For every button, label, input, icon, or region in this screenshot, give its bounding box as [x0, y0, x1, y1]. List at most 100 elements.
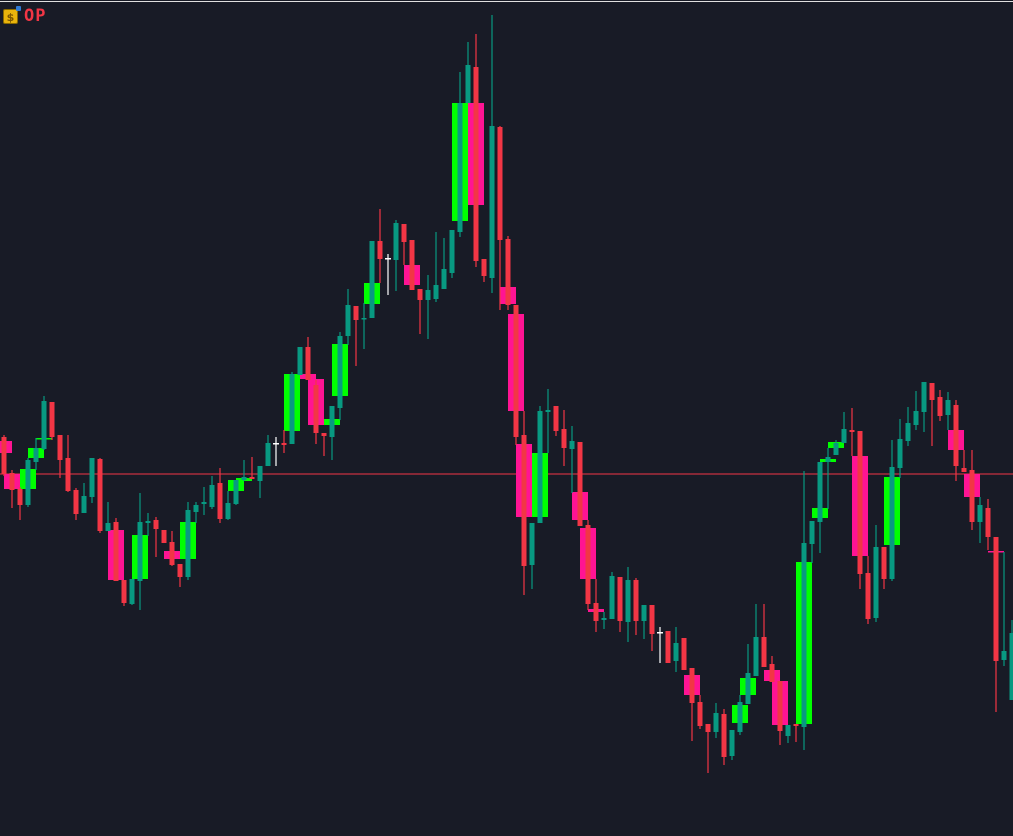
candle-bear — [249, 457, 255, 479]
candle-bull — [433, 232, 439, 302]
candle-bear — [553, 406, 559, 436]
candle-body — [673, 643, 679, 661]
candle-body — [961, 468, 967, 472]
candle-doji — [273, 437, 279, 466]
candle-body — [105, 523, 111, 531]
candle-bear — [97, 458, 103, 533]
candle-bear — [937, 390, 943, 421]
candle-body — [745, 673, 751, 704]
candle-body — [361, 318, 367, 320]
candle-bull — [945, 392, 951, 430]
candle-body — [545, 410, 551, 412]
candle-body — [305, 347, 311, 380]
candle-bull — [609, 572, 615, 619]
candle-bear — [281, 430, 287, 453]
candle-body — [793, 724, 799, 726]
candle-body — [929, 383, 935, 400]
candle-body — [145, 521, 151, 523]
candle-bear — [593, 579, 599, 632]
candle-body — [529, 523, 535, 565]
candle-bull — [289, 372, 295, 444]
candle-body — [321, 433, 327, 436]
candle-bull — [569, 426, 575, 493]
candle-body — [409, 240, 415, 290]
symbol-label: $ OP — [3, 5, 46, 26]
candle-body — [689, 668, 695, 703]
candle-bull — [785, 725, 791, 743]
candle-body — [953, 405, 959, 466]
candle-bear — [401, 224, 407, 265]
candle-body — [641, 605, 647, 621]
candle-body — [977, 505, 983, 522]
candle-bear — [793, 724, 799, 742]
candle-bull — [361, 303, 367, 349]
candle-body — [113, 522, 119, 581]
candle-bull — [185, 502, 191, 580]
candle-bear — [857, 431, 863, 589]
candle-body — [817, 462, 823, 522]
candle-body — [89, 458, 95, 497]
candle-bear — [9, 470, 15, 508]
candle-body — [825, 457, 831, 462]
candle-bull — [913, 391, 919, 430]
candle-body — [345, 305, 351, 336]
candle-body — [737, 702, 743, 732]
candle-doji — [657, 627, 663, 663]
candle-body — [609, 576, 615, 619]
candle-body — [705, 724, 711, 732]
candle-bull — [921, 382, 927, 432]
candle-bull — [257, 466, 263, 498]
candle-bull — [873, 525, 879, 622]
candle-bull — [625, 567, 631, 642]
candle-bear — [953, 400, 959, 481]
candle-bull — [129, 579, 135, 605]
candle-body — [289, 374, 295, 444]
candle-body — [753, 637, 759, 676]
candle-bear — [665, 631, 671, 663]
candle-body — [553, 406, 559, 431]
candle-bear — [353, 306, 359, 366]
candle-body — [881, 547, 887, 579]
candle-body — [561, 429, 567, 448]
candle-bear — [929, 383, 935, 446]
candle-bear — [153, 517, 159, 557]
candle-body — [169, 542, 175, 565]
candle-bull — [393, 220, 399, 291]
candle-body — [937, 397, 943, 416]
candle-body — [1001, 651, 1007, 660]
candle-bear — [681, 638, 687, 670]
candle-body — [681, 638, 687, 670]
candle-bear — [777, 681, 783, 745]
candle-body — [281, 443, 287, 445]
candle-body — [721, 714, 727, 757]
candle-body — [1, 437, 7, 474]
candle-bull — [265, 435, 271, 466]
candle-body — [121, 580, 127, 603]
candle-body — [809, 521, 815, 544]
candle-bull — [489, 15, 495, 293]
candle-body — [513, 305, 519, 437]
candle-bear — [169, 531, 175, 566]
candle-bull — [641, 605, 647, 639]
candle-body — [1009, 633, 1013, 700]
candle-bear — [481, 259, 487, 282]
candle-bull — [145, 513, 151, 536]
candle-bull — [1009, 620, 1013, 700]
candle-bear — [121, 580, 127, 606]
candle-bear — [721, 709, 727, 765]
candle-bull — [137, 493, 143, 610]
candle-bear — [513, 305, 519, 445]
candle-bull — [41, 396, 47, 450]
candle-bull — [25, 458, 31, 507]
candle-body — [785, 725, 791, 736]
candle-body — [49, 402, 55, 437]
candle-bull — [425, 275, 431, 339]
candle-bull — [225, 491, 231, 520]
candle-body — [473, 67, 479, 261]
candle-bear — [761, 604, 767, 667]
candle-bear — [993, 537, 999, 712]
candle-body — [617, 577, 623, 621]
candle-bull — [737, 695, 743, 735]
candle-doji — [385, 254, 391, 295]
